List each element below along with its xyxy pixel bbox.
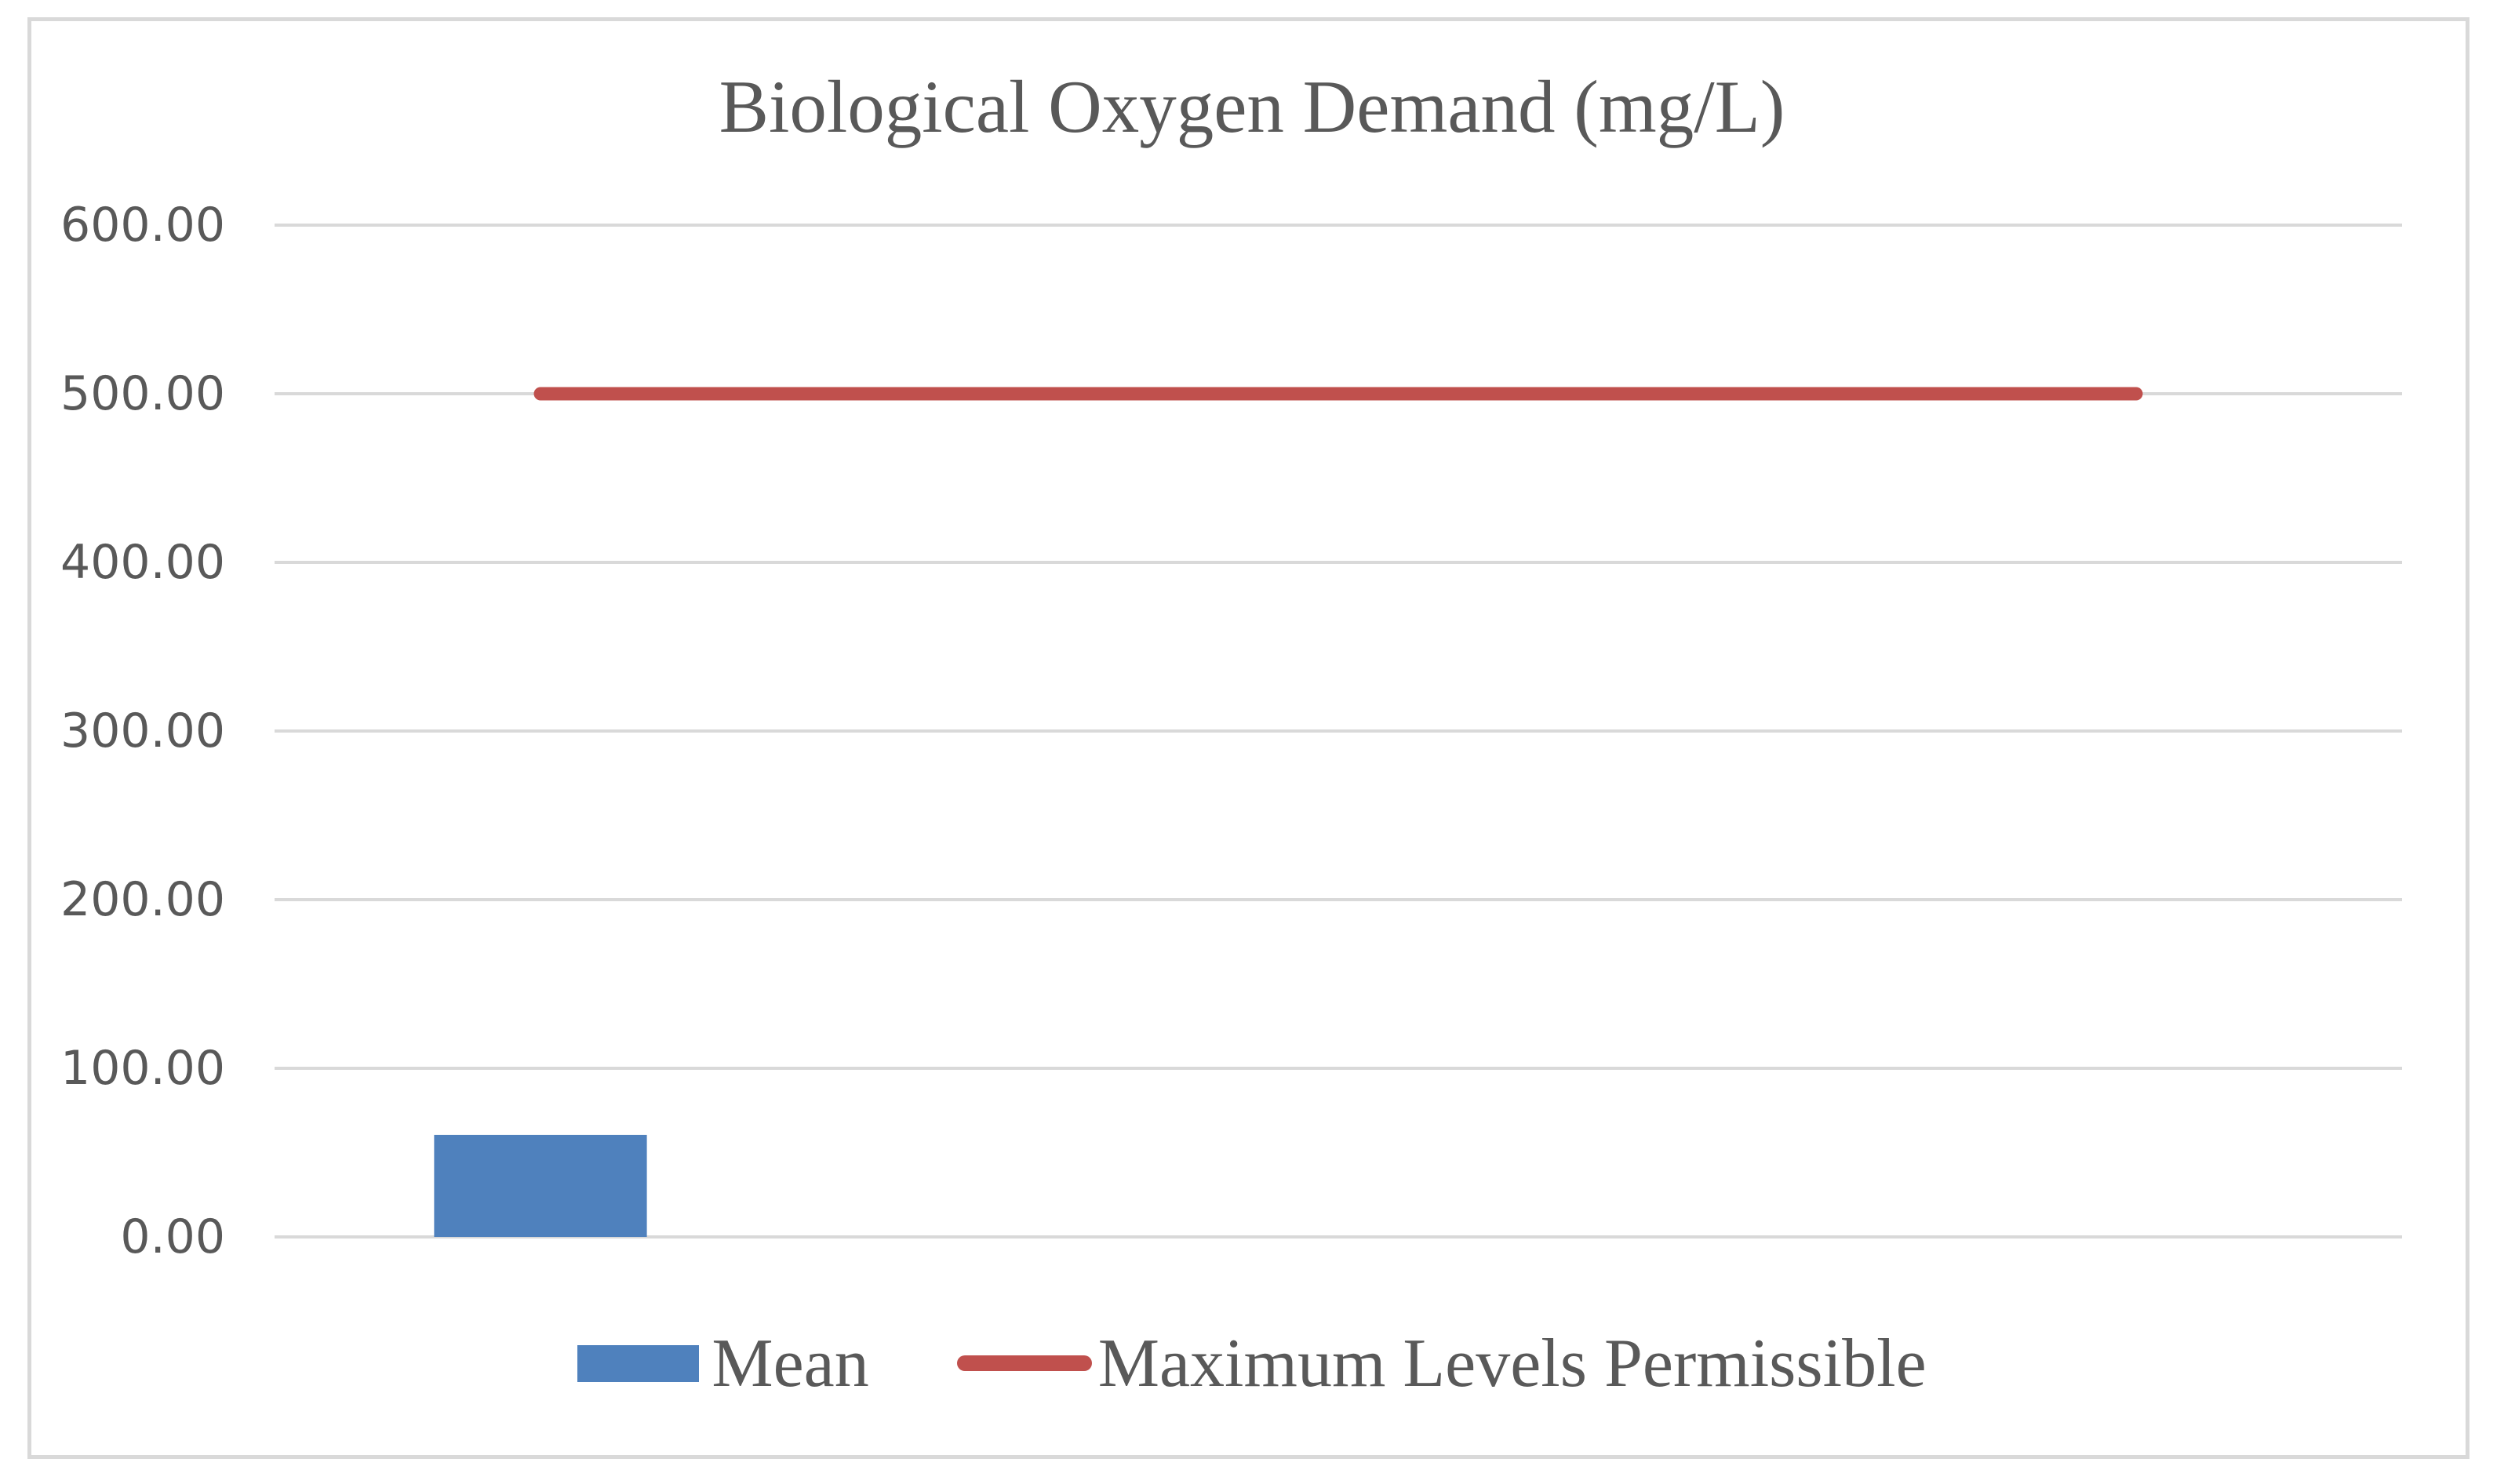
- legend-item-max-levels: Maximum Levels Permissible: [956, 1324, 1927, 1403]
- mean-bar-swatch-icon: [577, 1344, 700, 1382]
- legend-label-max-levels: Maximum Levels Permissible: [1097, 1325, 1927, 1402]
- chart-title: Biological Oxygen Demand (mg/L): [719, 65, 1785, 148]
- legend-label-mean: Mean: [712, 1325, 869, 1402]
- y-tick-label: 400.00: [60, 535, 225, 590]
- mean-bar: [434, 1134, 647, 1237]
- legend: Mean Maximum Levels Permissible: [0, 1324, 2504, 1402]
- max-levels-line-swatch-icon: [956, 1355, 1092, 1371]
- y-tick-label: 200.00: [60, 872, 225, 927]
- y-tick-label: 600.00: [60, 198, 225, 253]
- y-tick-label: 100.00: [60, 1041, 225, 1096]
- y-tick-label: 500.00: [60, 366, 225, 421]
- legend-item-mean: Mean: [577, 1324, 869, 1403]
- y-tick-label: 0.00: [120, 1209, 225, 1264]
- y-tick-label: 300.00: [60, 704, 225, 758]
